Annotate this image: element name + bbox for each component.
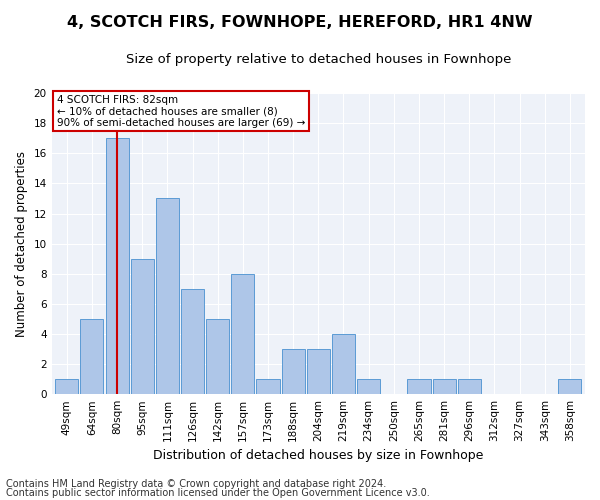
Text: Contains HM Land Registry data © Crown copyright and database right 2024.: Contains HM Land Registry data © Crown c…	[6, 479, 386, 489]
Title: Size of property relative to detached houses in Fownhope: Size of property relative to detached ho…	[125, 52, 511, 66]
Bar	[131, 258, 154, 394]
Bar	[281, 349, 305, 394]
Bar	[55, 379, 79, 394]
Text: Contains public sector information licensed under the Open Government Licence v3: Contains public sector information licen…	[6, 488, 430, 498]
Bar	[206, 319, 229, 394]
Bar	[80, 319, 103, 394]
Bar	[332, 334, 355, 394]
Text: 4 SCOTCH FIRS: 82sqm
← 10% of detached houses are smaller (8)
90% of semi-detach: 4 SCOTCH FIRS: 82sqm ← 10% of detached h…	[57, 94, 305, 128]
Bar	[407, 379, 431, 394]
Bar	[106, 138, 128, 394]
Bar	[181, 289, 204, 394]
Bar	[256, 379, 280, 394]
Bar	[433, 379, 455, 394]
Bar	[307, 349, 330, 394]
X-axis label: Distribution of detached houses by size in Fownhope: Distribution of detached houses by size …	[153, 450, 484, 462]
Bar	[231, 274, 254, 394]
Bar	[357, 379, 380, 394]
Y-axis label: Number of detached properties: Number of detached properties	[15, 150, 28, 336]
Text: 4, SCOTCH FIRS, FOWNHOPE, HEREFORD, HR1 4NW: 4, SCOTCH FIRS, FOWNHOPE, HEREFORD, HR1 …	[67, 15, 533, 30]
Bar	[458, 379, 481, 394]
Bar	[559, 379, 581, 394]
Bar	[156, 198, 179, 394]
